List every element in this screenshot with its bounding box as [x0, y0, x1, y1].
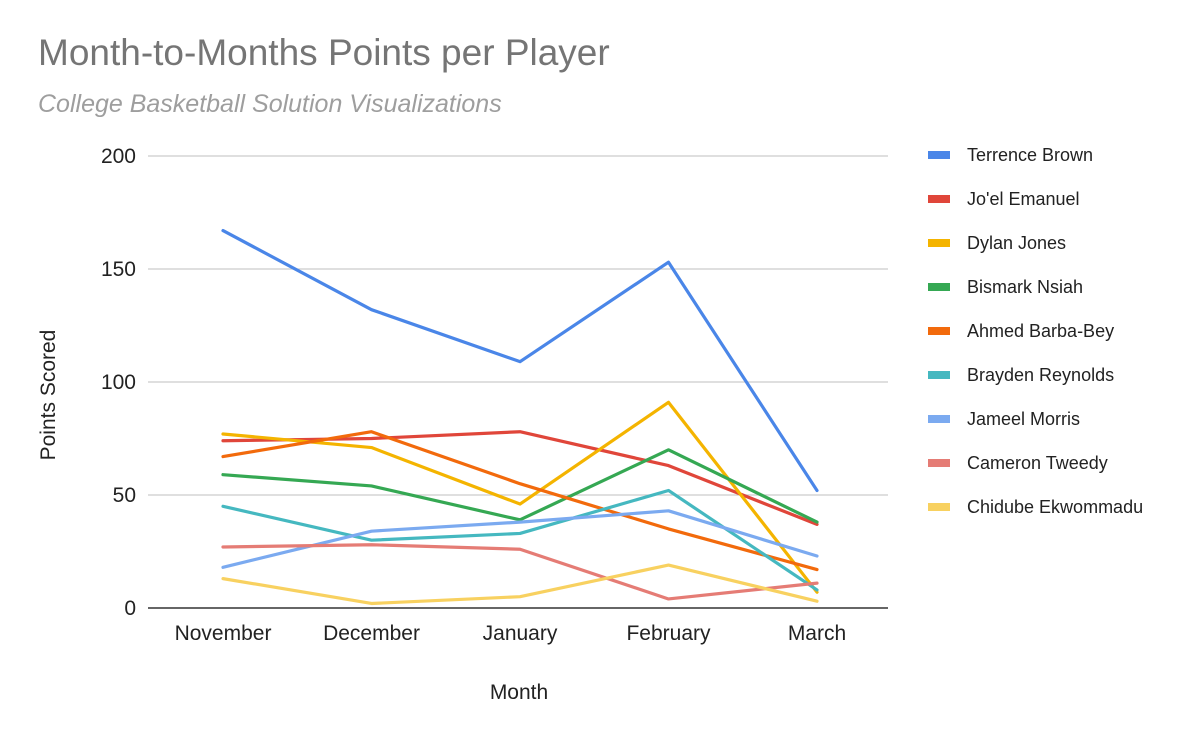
- x-tick-label: December: [323, 622, 420, 645]
- y-axis-title: Points Scored: [37, 330, 60, 461]
- y-tick-label: 0: [124, 597, 136, 620]
- legend-label: Jo'el Emanuel: [967, 189, 1080, 209]
- series-line-dylan-jones: [221, 400, 819, 594]
- legend-item: Jo'el Emanuel: [928, 189, 1080, 209]
- series-line-cameron-tweedy: [221, 543, 819, 601]
- x-tick-label: January: [483, 622, 558, 645]
- x-axis-title: Month: [490, 681, 548, 704]
- legend-item: Bismark Nsiah: [928, 277, 1083, 297]
- x-tick-label: March: [788, 622, 846, 645]
- series-line-ahmed-barba-bey: [221, 430, 819, 572]
- legend-label: Chidube Ekwommadu: [967, 497, 1143, 517]
- legend-item: Chidube Ekwommadu: [928, 497, 1143, 517]
- series-line-chidube-ekwommadu: [221, 563, 819, 606]
- y-tick-label: 200: [101, 145, 136, 168]
- legend-label: Brayden Reynolds: [967, 365, 1114, 385]
- legend: Terrence Brown Jo'el Emanuel Dylan Jones Bi…: [928, 145, 1143, 517]
- series-lines: [221, 228, 819, 606]
- legend-swatch: [928, 327, 950, 335]
- series-line-bismark-nsiah: [221, 448, 819, 524]
- legend-swatch: [928, 459, 950, 467]
- x-tick-label: February: [626, 622, 711, 645]
- chart-subtitle: College Basketball Solution Visualizatio…: [38, 90, 502, 118]
- y-tick-label: 50: [113, 484, 136, 507]
- legend-label: Dylan Jones: [967, 233, 1066, 253]
- legend-swatch: [928, 283, 950, 291]
- legend-swatch: [928, 415, 950, 423]
- series-line-jameel-morris: [221, 509, 819, 569]
- series-line-terrence-brown: [221, 228, 819, 493]
- y-tick-label: 150: [101, 258, 136, 281]
- legend-item: Cameron Tweedy: [928, 453, 1108, 473]
- legend-swatch: [928, 151, 950, 159]
- legend-label: Cameron Tweedy: [967, 453, 1108, 473]
- legend-label: Ahmed Barba-Bey: [967, 321, 1114, 341]
- legend-swatch: [928, 503, 950, 511]
- legend-item: Jameel Morris: [928, 409, 1080, 429]
- legend-swatch: [928, 239, 950, 247]
- legend-swatch: [928, 195, 950, 203]
- gridlines: [148, 155, 888, 496]
- legend-label: Terrence Brown: [967, 145, 1093, 165]
- axes: Month Points Scored 0 50 100 150 200 November…: [37, 145, 888, 704]
- chart-title: Month-to-Months Points per Player: [38, 32, 610, 73]
- series-line-brayden-reynolds: [221, 488, 819, 592]
- legend-item: Dylan Jones: [928, 233, 1066, 253]
- legend-label: Bismark Nsiah: [967, 277, 1083, 297]
- legend-item: Terrence Brown: [928, 145, 1093, 165]
- legend-item: Ahmed Barba-Bey: [928, 321, 1114, 341]
- x-tick-label: November: [175, 622, 272, 645]
- legend-item: Brayden Reynolds: [928, 365, 1114, 385]
- legend-label: Jameel Morris: [967, 409, 1080, 429]
- legend-swatch: [928, 371, 950, 379]
- y-tick-label: 100: [101, 371, 136, 394]
